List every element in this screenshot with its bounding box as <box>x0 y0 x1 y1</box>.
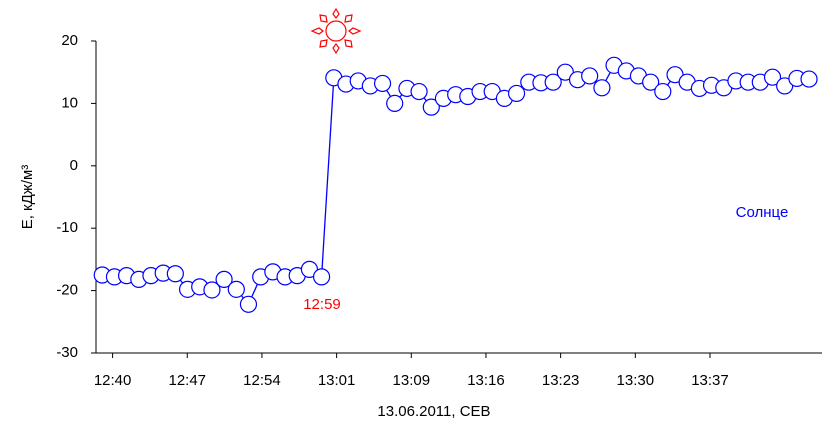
data-point <box>642 73 660 91</box>
y-tick-label: 20 <box>61 32 78 49</box>
data-point <box>410 82 428 101</box>
y-tick-label: 10 <box>61 94 78 111</box>
y-tick-label: -20 <box>56 282 78 299</box>
x-tick-label: 13:01 <box>318 372 356 389</box>
data-point <box>373 74 392 93</box>
data-point <box>763 68 782 86</box>
y-tick-label: -30 <box>56 344 78 361</box>
y-tick-label: 0 <box>70 157 78 174</box>
data-point <box>544 73 562 91</box>
data-point <box>386 94 404 113</box>
data-point <box>215 270 233 288</box>
data-point <box>581 67 599 85</box>
x-tick-label: 13:37 <box>691 372 729 389</box>
data-point <box>593 79 611 97</box>
y-axis-label: E, кДж/м³ <box>19 165 36 230</box>
data-point <box>166 265 184 283</box>
x-tick-label: 12:54 <box>243 372 281 389</box>
legend-label: Солнце <box>736 204 789 221</box>
data-point <box>507 84 526 103</box>
x-tick-label: 13:16 <box>467 372 505 389</box>
data-point <box>203 281 221 299</box>
data-point <box>800 70 818 88</box>
data-point <box>239 295 258 313</box>
y-tick-label: -10 <box>56 219 78 236</box>
annotation: 12:59 <box>303 296 341 313</box>
data-point <box>776 77 794 95</box>
x-tick-label: 13:23 <box>542 372 580 389</box>
x-tick-label: 12:40 <box>94 372 132 389</box>
data-point <box>422 98 440 116</box>
x-tick-label: 13:09 <box>393 372 431 389</box>
x-tick-label: 12:47 <box>168 372 206 389</box>
data-point <box>312 268 331 286</box>
x-axis-label: 13.06.2011, СЕВ <box>377 403 490 420</box>
data-point <box>556 63 574 81</box>
x-tick-label: 13:30 <box>617 372 655 389</box>
data-point <box>654 82 672 101</box>
sun-icon <box>310 7 362 55</box>
data-point <box>227 280 245 298</box>
